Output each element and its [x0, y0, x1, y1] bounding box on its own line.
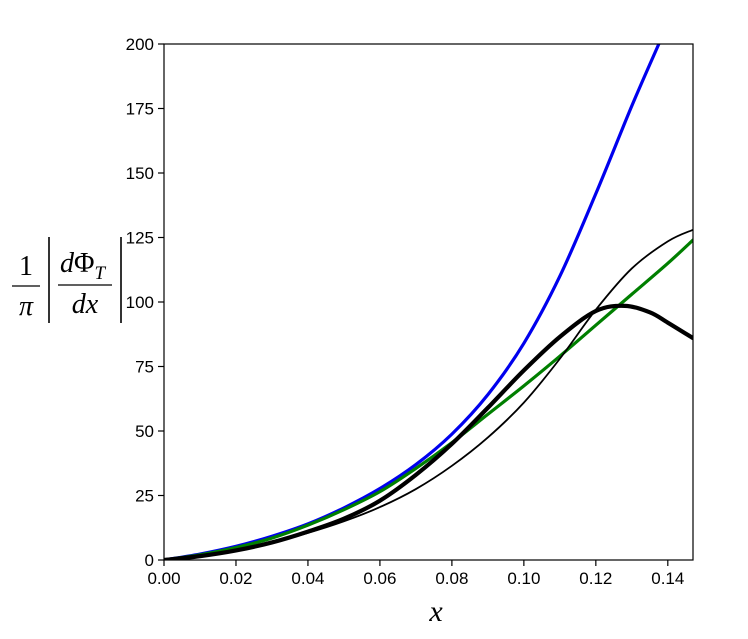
y-tick-label: 125	[126, 229, 154, 248]
y-label-inner-phi: Φ	[74, 248, 94, 279]
y-tick-label: 200	[126, 35, 154, 54]
y-label-denominator: π	[19, 291, 34, 322]
plot-frame	[163, 43, 694, 561]
y-tick-label: 150	[126, 164, 154, 183]
y-label-inner-subscript: T	[94, 263, 106, 284]
ticks-layer: 0.00 0.02 0.04 0.06 0.08 0.10 0.12 0.14 0 25 50 75 1…	[126, 35, 685, 588]
y-label-numerator: 1	[19, 251, 33, 282]
x-tick-label: 0.00	[147, 569, 180, 588]
series-layer	[164, 44, 693, 560]
y-tick-label: 75	[135, 358, 154, 377]
y-axis-label: 1 π dΦT dx	[12, 237, 122, 323]
y-label-inner-d: d	[60, 248, 75, 279]
x-axis-label: x	[428, 595, 443, 628]
x-tick-label: 0.08	[435, 569, 468, 588]
x-tick-label: 0.12	[579, 569, 612, 588]
y-tick-label: 175	[126, 100, 154, 119]
y-tick-label: 50	[135, 422, 154, 441]
y-label-inner-numerator: dΦT	[60, 248, 106, 284]
series-line-2	[164, 238, 693, 560]
x-tick-label: 0.04	[291, 569, 324, 588]
x-tick-label: 0.10	[507, 569, 540, 588]
y-tick-label: 100	[126, 293, 154, 312]
x-tick-label: 0.14	[651, 569, 684, 588]
y-tick-label: 0	[145, 551, 154, 570]
x-tick-label: 0.02	[219, 569, 252, 588]
series-line-4	[164, 228, 693, 560]
x-tick-label: 0.06	[363, 569, 396, 588]
y-tick-label: 25	[135, 487, 154, 506]
y-label-inner-denominator: dx	[72, 289, 99, 320]
